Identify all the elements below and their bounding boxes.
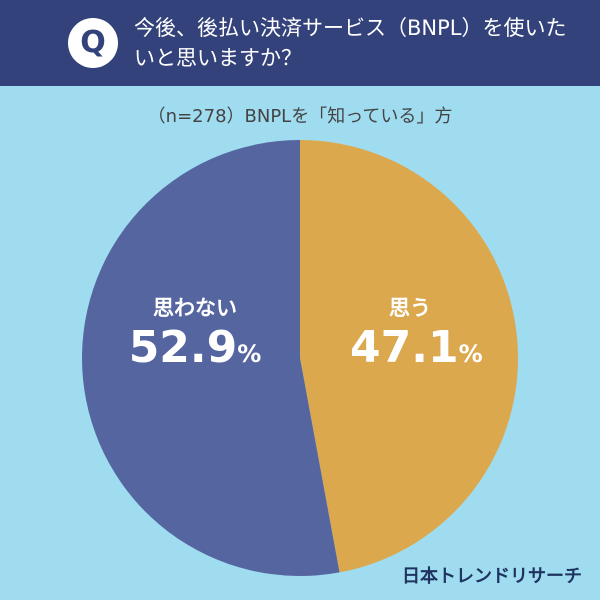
chart-title: 今後、後払い決済サービス（BNPL）を使いたいと思いますか？ (134, 16, 567, 70)
q-badge: Q (68, 18, 118, 68)
pie-slice-0 (300, 140, 518, 573)
label-slice-0: 思う 47.1% (350, 292, 483, 374)
slice-1-name: 思わない (153, 296, 237, 320)
slice-1-value: 52.9 (128, 322, 238, 373)
slice-0-name: 思う (389, 296, 431, 320)
logo: 日本トレンドリサーチ (402, 566, 582, 587)
slice-0-unit: % (458, 340, 483, 368)
chart-subtitle: （n=278）BNPLを「知っている」方 (147, 106, 453, 127)
header: Q 今後、後払い決済サービス（BNPL）を使いたいと思いますか？ (0, 0, 600, 86)
label-slice-1: 思わない 52.9% (125, 292, 265, 374)
slice-0-value: 47.1 (350, 322, 459, 373)
pie-slice-1 (81, 140, 340, 576)
slice-1-unit: % (237, 340, 262, 368)
